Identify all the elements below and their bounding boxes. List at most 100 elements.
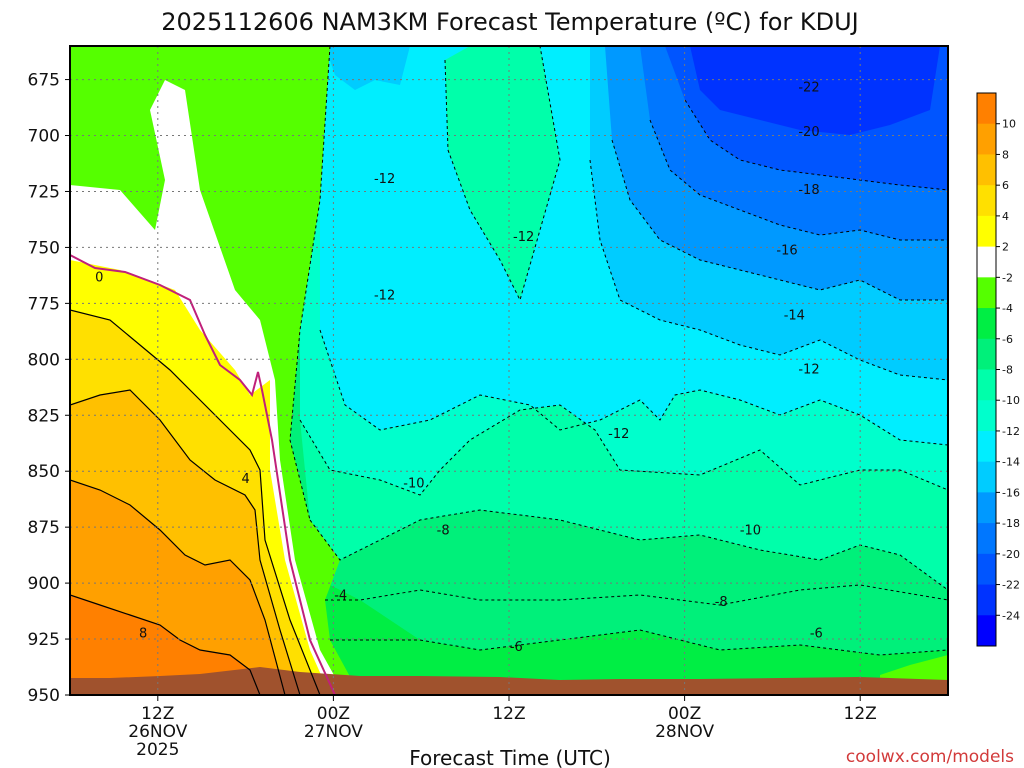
isotherm-label: -12 bbox=[513, 230, 534, 245]
colorbar-swatch bbox=[977, 584, 996, 616]
isotherm-label: -6 bbox=[810, 626, 823, 641]
isotherm-minus14 bbox=[319, 329, 948, 446]
colorbar-swatch bbox=[977, 338, 996, 370]
x-tick-date: 28NOV bbox=[655, 722, 714, 742]
colorbar-swatch bbox=[977, 215, 996, 248]
colorbar-label: -18 bbox=[1002, 517, 1020, 530]
isotherm-label: -22 bbox=[798, 80, 819, 95]
isotherm-label: -16 bbox=[776, 244, 797, 259]
y-tick-label: 775 bbox=[28, 294, 60, 314]
colorbar-label: 6 bbox=[1002, 179, 1009, 192]
isotherm-minus12-left bbox=[299, 404, 948, 496]
isotherm-8 bbox=[70, 479, 286, 695]
isotherm-label: -8 bbox=[715, 595, 728, 610]
isotherm-label-layer: 0 4 8 -4 -6 -6 -8 -8 -10 -10 -12 -12 -12 -12 -12 -14 -16… bbox=[95, 80, 823, 655]
chart-title: 2025112606 NAM3KM Forecast Temperature (… bbox=[161, 8, 859, 36]
isotherm-minus8 bbox=[325, 584, 948, 606]
band-minus6-region bbox=[320, 580, 948, 695]
isotherm-label: -12 bbox=[374, 288, 395, 303]
y-tick-label: 875 bbox=[28, 518, 60, 538]
white-patch bbox=[212, 295, 228, 335]
x-tick-date: 26NOV bbox=[128, 722, 187, 742]
terrain bbox=[70, 667, 948, 695]
colorbar-label: -4 bbox=[1002, 302, 1013, 315]
isotherm-6 bbox=[70, 389, 301, 695]
y-tick-label: 800 bbox=[28, 350, 60, 370]
colorbar-swatch bbox=[977, 523, 996, 555]
y-tick-label: 950 bbox=[28, 686, 60, 706]
isotherm-label: 8 bbox=[139, 626, 147, 641]
isotherm-label: -4 bbox=[334, 588, 347, 603]
colorbar-swatch bbox=[977, 308, 996, 340]
isotherm-label: -12 bbox=[608, 427, 629, 442]
isotherm-minus22 bbox=[684, 99, 948, 191]
colorbar-swatch bbox=[977, 553, 996, 586]
colorbar-label: -8 bbox=[1002, 364, 1013, 377]
isotherm-label: -14 bbox=[784, 309, 805, 324]
x-tick-year: 2025 bbox=[136, 740, 179, 760]
y-tick-label: 750 bbox=[28, 238, 60, 258]
band-minus14-island bbox=[445, 46, 560, 300]
colorbar-label: 8 bbox=[1002, 148, 1009, 161]
colorbar-swatch bbox=[977, 369, 996, 401]
isotherm-minus20 bbox=[649, 119, 948, 241]
isotherm-minus16 bbox=[589, 159, 948, 381]
isotherm-label: -12 bbox=[798, 362, 819, 377]
colorbar-swatch bbox=[977, 185, 996, 217]
x-tick-time: 12Z bbox=[141, 704, 174, 724]
y-tick-label: 675 bbox=[28, 71, 60, 91]
colorbar-swatch bbox=[977, 492, 996, 524]
colorbar-label: -20 bbox=[1002, 548, 1020, 561]
isotherm-label: -20 bbox=[798, 125, 819, 140]
y-axis: 675 700 725 750 775 800 825 850 875 900 925 950 bbox=[28, 71, 70, 706]
credit-link[interactable]: coolwx.com/models bbox=[846, 747, 1014, 767]
colorbar-label: -22 bbox=[1002, 579, 1020, 592]
isotherm-label: -6 bbox=[510, 640, 523, 655]
y-tick-label: 700 bbox=[28, 127, 60, 147]
isotherm-label: 0 bbox=[95, 271, 103, 286]
x-tick-date: 27NOV bbox=[304, 722, 363, 742]
band-minus24-region bbox=[690, 46, 940, 135]
isotherm-label: -8 bbox=[437, 523, 450, 538]
temperature-field: 0 4 8 -4 -6 -6 -8 -8 -10 -10 -12 -12 -12 -12 -12 -14 -16… bbox=[70, 46, 948, 695]
y-tick-label: 725 bbox=[28, 182, 60, 202]
band-minus10-region bbox=[300, 405, 948, 590]
colorbar-swatch bbox=[977, 400, 996, 432]
colorbar: 10 8 6 4 2 -2 -4 -6 -8 -10 -12 -14 -16 -18 -20 -22 -24 bbox=[976, 92, 1020, 647]
x-tick-time: 12Z bbox=[844, 704, 877, 724]
colorbar-swatch bbox=[977, 154, 996, 186]
x-axis-label: Forecast Time (UTC) bbox=[409, 746, 611, 768]
colorbar-swatch bbox=[977, 430, 996, 463]
y-tick-label: 900 bbox=[28, 574, 60, 594]
band-10-region bbox=[70, 595, 260, 695]
grid-lines bbox=[70, 46, 948, 695]
colorbar-label: 2 bbox=[1002, 241, 1009, 254]
y-tick-label: 850 bbox=[28, 462, 60, 482]
band-minus16-topleft bbox=[325, 46, 410, 90]
colorbar-swatch bbox=[977, 615, 996, 647]
colorbar-label: -2 bbox=[1002, 271, 1013, 284]
isotherm-minus2-steep bbox=[289, 46, 331, 521]
isotherm-label: -12 bbox=[374, 172, 395, 187]
colorbar-label: -14 bbox=[1002, 456, 1020, 469]
isotherm-minus14-island bbox=[444, 46, 561, 302]
colorbar-label: -10 bbox=[1002, 394, 1020, 407]
isotherm-label: -10 bbox=[740, 523, 761, 538]
x-tick-time: 00Z bbox=[317, 704, 350, 724]
colorbar-swatch bbox=[977, 277, 996, 309]
colorbar-swatch bbox=[977, 461, 996, 493]
colorbar-label: -16 bbox=[1002, 486, 1020, 499]
x-tick-time: 12Z bbox=[492, 704, 525, 724]
isotherm-minus18 bbox=[611, 139, 948, 301]
isotherm-zero bbox=[70, 254, 336, 695]
colorbar-swatch bbox=[977, 246, 996, 278]
isotherm-label: -10 bbox=[403, 476, 424, 491]
isotherm-label: 4 bbox=[241, 472, 249, 487]
y-tick-label: 925 bbox=[28, 630, 60, 650]
y-tick-label: 825 bbox=[28, 406, 60, 426]
isotherm-label: -18 bbox=[798, 183, 819, 198]
colorbar-label: 10 bbox=[1002, 118, 1016, 131]
